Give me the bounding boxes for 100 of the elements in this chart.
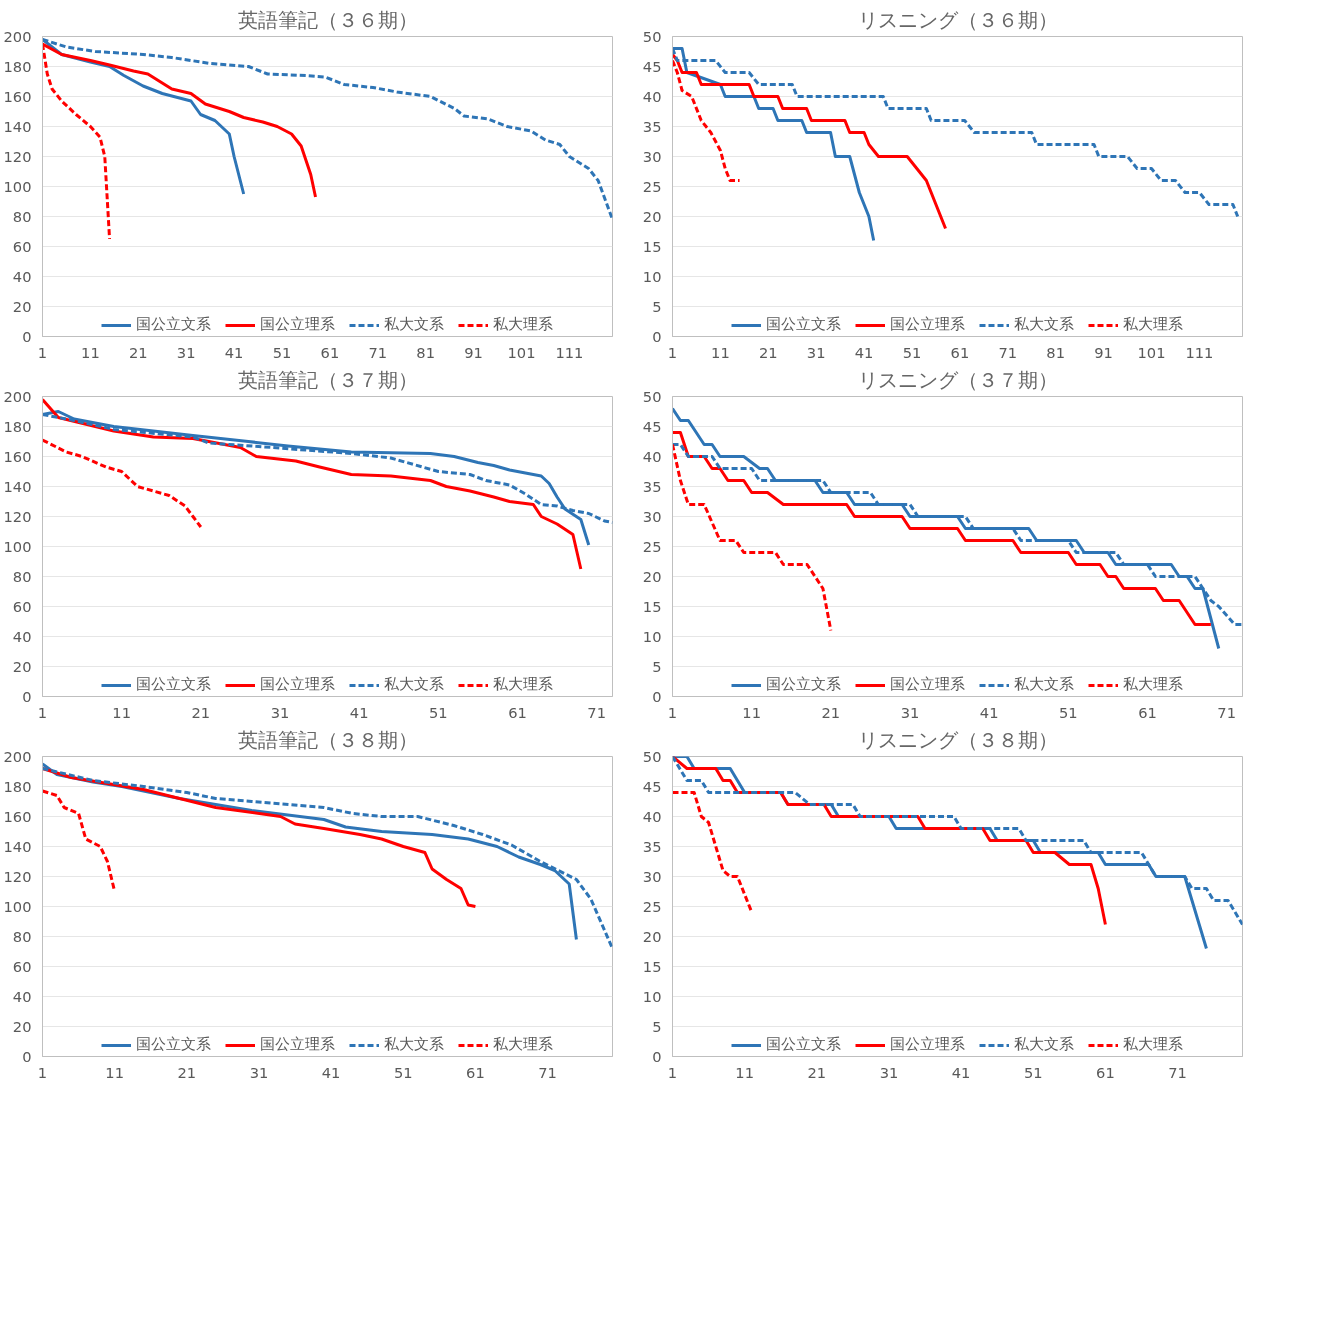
legend-label: 私大理系 (493, 1035, 553, 1054)
y-tick-label: 180 (3, 417, 32, 435)
y-tick-label: 100 (3, 537, 32, 555)
y-tick-label: 40 (642, 87, 662, 105)
y-tick-label: 100 (3, 897, 32, 915)
y-tick-label: 5 (652, 1017, 662, 1035)
y-tick-label: 60 (12, 957, 32, 975)
x-tick-label: 81 (416, 343, 436, 361)
y-tick-label: 45 (642, 57, 662, 75)
chart-title: 英語筆記（３８期） (237, 727, 418, 752)
chart-title: 英語筆記（３６期） (237, 7, 418, 32)
x-tick-label: 41 (951, 1063, 971, 1081)
x-tick-label: 71 (1217, 703, 1236, 721)
x-tick-label: 21 (177, 1063, 197, 1081)
y-tick-label: 120 (3, 867, 32, 885)
y-tick-label: 50 (642, 27, 662, 45)
x-tick-label: 1 (37, 1063, 48, 1081)
legend-label: 国公立文系 (136, 675, 211, 694)
y-tick-label: 0 (652, 1047, 662, 1065)
y-tick-label: 80 (12, 207, 32, 225)
x-tick-label: 1 (667, 343, 678, 361)
y-tick-label: 120 (3, 147, 32, 165)
x-tick-label: 51 (902, 343, 922, 361)
x-tick-label: 71 (587, 703, 606, 721)
legend-label: 国公立理系 (260, 675, 335, 694)
legend-label: 私大文系 (384, 315, 444, 334)
y-tick-label: 0 (652, 327, 662, 345)
x-tick-label: 11 (742, 703, 761, 721)
x-tick-label: 61 (508, 703, 527, 721)
x-tick-label: 71 (1168, 1063, 1187, 1081)
legend-label: 私大理系 (493, 675, 553, 694)
legend-label: 国公立理系 (260, 315, 335, 334)
x-tick-label: 41 (321, 1063, 341, 1081)
y-tick-label: 140 (3, 837, 32, 855)
y-tick-label: 60 (12, 597, 32, 615)
y-tick-label: 140 (3, 117, 32, 135)
y-tick-label: 200 (3, 27, 32, 45)
y-tick-label: 200 (3, 747, 32, 765)
y-tick-label: 200 (3, 387, 32, 405)
x-tick-label: 21 (128, 343, 148, 361)
x-tick-label: 1 (667, 703, 678, 721)
x-tick-label: 41 (349, 703, 369, 721)
x-tick-label: 31 (249, 1063, 269, 1081)
y-tick-label: 15 (642, 237, 662, 255)
x-tick-label: 51 (429, 703, 448, 721)
legend-label: 私大理系 (1123, 315, 1183, 334)
x-tick-label: 1 (37, 343, 48, 361)
y-tick-label: 50 (642, 747, 662, 765)
y-tick-label: 35 (642, 117, 662, 135)
y-tick-label: 120 (3, 507, 32, 525)
x-tick-label: 61 (950, 343, 970, 361)
legend-label: 私大理系 (1123, 1035, 1183, 1054)
legend-label: 私大理系 (1123, 675, 1183, 694)
legend-label: 国公立理系 (890, 1035, 965, 1054)
y-tick-label: 10 (642, 627, 662, 645)
y-tick-label: 40 (12, 987, 32, 1005)
x-tick-label: 111 (555, 343, 584, 361)
legend-label: 私大文系 (1014, 315, 1074, 334)
y-tick-label: 40 (12, 267, 32, 285)
y-tick-label: 35 (642, 837, 662, 855)
y-tick-label: 0 (652, 687, 662, 705)
x-tick-label: 61 (1096, 1063, 1115, 1081)
chart-title: リスニング（３８期） (857, 727, 1058, 752)
y-tick-label: 25 (642, 897, 662, 915)
y-tick-label: 0 (22, 1047, 32, 1065)
y-tick-label: 35 (642, 477, 662, 495)
x-tick-label: 51 (272, 343, 292, 361)
y-tick-label: 100 (3, 177, 32, 195)
y-tick-label: 30 (642, 867, 662, 885)
y-tick-label: 10 (642, 987, 662, 1005)
y-tick-label: 0 (22, 327, 32, 345)
y-tick-label: 60 (12, 237, 32, 255)
y-tick-label: 160 (3, 87, 32, 105)
x-tick-label: 41 (979, 703, 999, 721)
y-tick-label: 5 (652, 657, 662, 675)
chart-title: 英語筆記（３７期） (237, 367, 418, 392)
x-tick-label: 31 (879, 1063, 899, 1081)
x-tick-label: 51 (393, 1063, 413, 1081)
y-tick-label: 10 (642, 267, 662, 285)
x-tick-label: 51 (1059, 703, 1078, 721)
legend-label: 私大文系 (1014, 1035, 1074, 1054)
x-tick-label: 1 (667, 1063, 678, 1081)
y-tick-label: 45 (642, 777, 662, 795)
y-tick-label: 40 (642, 807, 662, 825)
legend-label: 私大文系 (384, 675, 444, 694)
x-tick-label: 11 (735, 1063, 754, 1081)
x-tick-label: 21 (758, 343, 778, 361)
x-tick-label: 71 (998, 343, 1018, 361)
legend-label: 国公立理系 (890, 675, 965, 694)
y-tick-label: 15 (642, 597, 662, 615)
y-tick-label: 160 (3, 447, 32, 465)
x-tick-label: 111 (1185, 343, 1214, 361)
x-tick-label: 11 (81, 343, 100, 361)
y-tick-label: 45 (642, 417, 662, 435)
y-tick-label: 180 (3, 57, 32, 75)
x-tick-label: 71 (538, 1063, 557, 1081)
y-tick-label: 80 (12, 927, 32, 945)
legend-label: 私大文系 (1014, 675, 1074, 694)
x-tick-label: 51 (1023, 1063, 1043, 1081)
y-tick-label: 160 (3, 807, 32, 825)
